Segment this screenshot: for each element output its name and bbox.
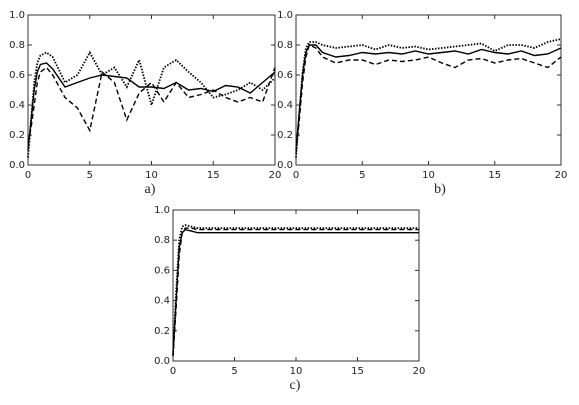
y-tick-label: 0.2 (277, 130, 293, 141)
y-tick-label: 0.0 (154, 356, 170, 367)
series-line (295, 44, 562, 154)
x-tick-label: 5 (359, 170, 365, 181)
x-tick-label: 10 (290, 366, 303, 377)
x-tick-label: 10 (422, 170, 435, 181)
y-tick-label: 1.0 (277, 10, 293, 21)
plot-frame (295, 14, 562, 166)
series-line (172, 227, 419, 357)
panel-caption: a) (145, 182, 156, 197)
y-tick-label: 0.4 (154, 296, 170, 307)
series-line (172, 224, 419, 356)
x-tick-label: 10 (145, 170, 158, 181)
x-tick-label: 15 (488, 170, 501, 181)
x-tick-label: 0 (170, 366, 176, 377)
series-line (172, 228, 419, 354)
y-tick-label: 0.2 (9, 130, 25, 141)
y-tick-label: 0.6 (277, 70, 293, 81)
series-line (295, 44, 562, 151)
x-tick-label: 15 (351, 366, 364, 377)
x-tick-label: 20 (269, 170, 282, 181)
y-tick-label: 0.6 (154, 265, 170, 276)
series-line (27, 62, 276, 151)
y-tick-label: 0.8 (154, 235, 170, 246)
series-line (27, 50, 276, 158)
panel-caption: b) (434, 182, 446, 197)
x-tick-label: 0 (293, 170, 299, 181)
x-tick-label: 5 (87, 170, 93, 181)
y-tick-label: 0.2 (154, 326, 170, 337)
x-tick-label: 0 (25, 170, 31, 181)
y-tick-label: 1.0 (9, 10, 25, 21)
y-tick-label: 0.4 (9, 100, 25, 111)
y-tick-label: 1.0 (154, 205, 170, 216)
y-tick-label: 0.0 (277, 160, 293, 171)
panel-caption: c) (290, 378, 301, 393)
plot-frame (27, 14, 276, 166)
series-line (27, 66, 276, 143)
y-tick-label: 0.4 (277, 100, 293, 111)
x-tick-label: 20 (555, 170, 568, 181)
x-tick-label: 20 (413, 366, 426, 377)
x-tick-label: 15 (207, 170, 220, 181)
y-tick-label: 0.0 (9, 160, 25, 171)
y-tick-label: 0.8 (9, 40, 25, 51)
y-tick-label: 0.6 (9, 70, 25, 81)
y-tick-label: 0.8 (277, 40, 293, 51)
x-tick-label: 5 (231, 366, 237, 377)
